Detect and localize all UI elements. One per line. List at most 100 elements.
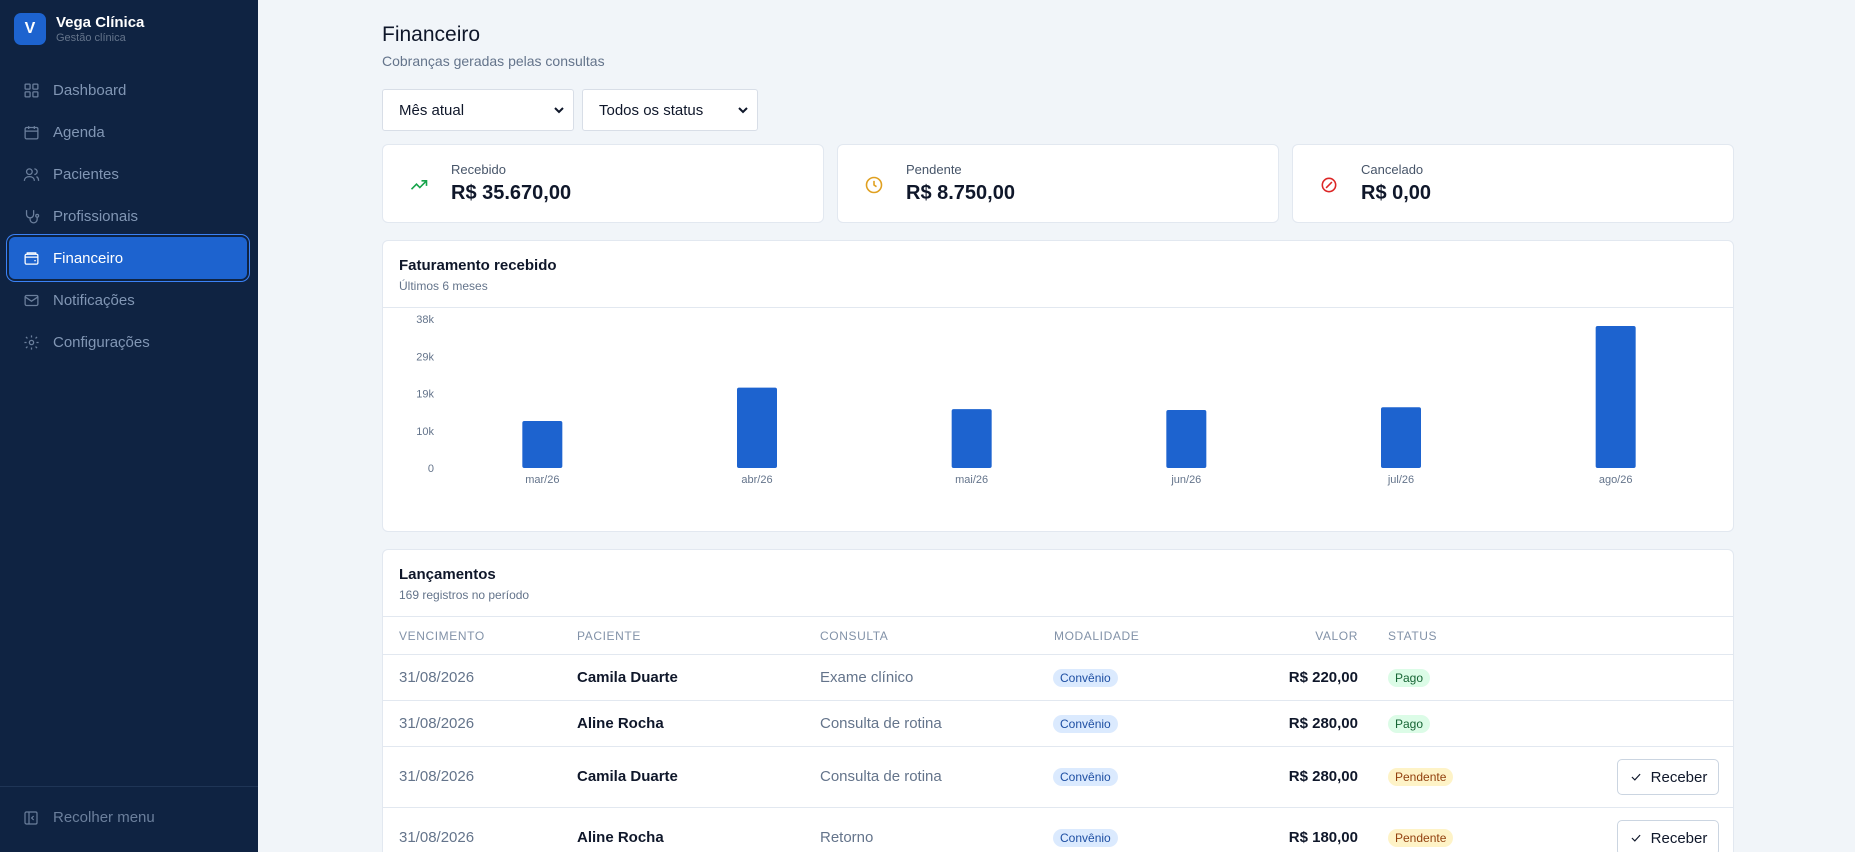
- bar-abr-26[interactable]: [737, 387, 777, 468]
- table-row[interactable]: 31/08/2026 Aline Rocha Consulta de rotin…: [383, 701, 1733, 747]
- sidebar-item-label: Profissionais: [53, 207, 139, 225]
- column-header-vencimento[interactable]: VENCIMENTO: [399, 629, 485, 643]
- cell-value: R$ 180,00: [1288, 829, 1358, 846]
- sidebar-item-configuracoes[interactable]: Configurações: [9, 321, 247, 363]
- column-header-consulta[interactable]: CONSULTA: [820, 629, 889, 643]
- bar-mar-26[interactable]: [522, 420, 563, 468]
- revenue-chart-card: Faturamento recebido Últimos 6 meses 38k…: [382, 240, 1734, 532]
- page-title: Financeiro: [382, 23, 481, 46]
- kpi-value: R$ 0,00: [1361, 182, 1432, 204]
- cell-date: 31/08/2026: [399, 829, 475, 846]
- sidebar-footer: Recolher menu: [0, 786, 258, 852]
- stethoscope-icon: [25, 209, 40, 224]
- receive-button-label: Receber: [1650, 768, 1708, 786]
- sidebar-item-financeiro[interactable]: Financeiro: [9, 237, 247, 279]
- grid-icon: [24, 82, 39, 98]
- brand-subtitle: Gestão clínica: [56, 31, 126, 44]
- collapse-menu-label: Recolher menu: [53, 809, 155, 826]
- clock-icon: [865, 176, 883, 194]
- x-tick-label: mar/26: [525, 474, 559, 486]
- y-tick-label: 0: [428, 463, 434, 475]
- column-header-status[interactable]: STATUS: [1388, 629, 1438, 643]
- kpi-value: R$ 8.750,00: [906, 182, 1015, 204]
- table-row[interactable]: 31/08/2026 Camila Duarte Consulta de rot…: [383, 747, 1733, 808]
- cell-patient: Aline Rocha: [577, 715, 664, 732]
- revenue-bar-chart: 38k 29k 19k 10k 0 mar/26 abr/26 mai/26 jun/26 jul…: [416, 314, 1636, 486]
- receive-button[interactable]: Receber: [1617, 820, 1719, 852]
- period-select[interactable]: Mês atual: [382, 89, 574, 131]
- status-select[interactable]: Todos os status: [582, 89, 758, 131]
- sidebar: V Vega Clínica Gestão clínica Dashboard …: [0, 0, 258, 852]
- status-badge: Pendente: [1388, 829, 1454, 847]
- brand[interactable]: V Vega Clínica Gestão clínica: [14, 13, 144, 45]
- x-tick-label: mai/26: [955, 474, 988, 486]
- mode-badge: Convênio: [1053, 669, 1118, 687]
- cell-date: 31/08/2026: [399, 715, 475, 732]
- status-select-value: Todos os status: [599, 101, 704, 119]
- column-header-valor[interactable]: VALOR: [1315, 629, 1358, 643]
- check-icon: [1631, 834, 1641, 842]
- cell-patient: Camila Duarte: [577, 768, 678, 785]
- column-header-paciente[interactable]: PACIENTE: [577, 629, 641, 643]
- kpi-pendente: Pendente R$ 8.750,00: [837, 144, 1279, 223]
- table-subtitle: 169 registros no período: [399, 588, 530, 602]
- sidebar-item-label: Financeiro: [53, 249, 124, 267]
- y-tick-label: 29k: [416, 351, 434, 363]
- table-row[interactable]: 31/08/2026 Aline Rocha Retorno Convênio …: [383, 808, 1733, 852]
- calendar-icon: [24, 125, 39, 140]
- kpi-label: Cancelado: [1361, 162, 1424, 177]
- collapse-menu-button[interactable]: Recolher menu: [23, 809, 155, 826]
- cell-patient: Aline Rocha: [577, 829, 664, 846]
- bar-ago-26[interactable]: [1595, 326, 1636, 468]
- x-tick-label: jul/26: [1387, 474, 1414, 486]
- chevron-down-icon: [738, 107, 748, 114]
- collapse-icon: [24, 810, 38, 825]
- sidebar-item-label: Pacientes: [53, 165, 119, 183]
- ban-icon: [1321, 177, 1337, 193]
- column-header-modalidade[interactable]: MODALIDADE: [1054, 629, 1140, 643]
- sidebar-item-agenda[interactable]: Agenda: [9, 111, 247, 153]
- sidebar-item-label: Configurações: [53, 333, 150, 351]
- cell-consult: Exame clínico: [820, 669, 914, 686]
- kpi-value: R$ 35.670,00: [451, 182, 572, 204]
- mode-badge: Convênio: [1053, 768, 1118, 786]
- cell-patient: Camila Duarte: [577, 669, 678, 686]
- bar-jul-26[interactable]: [1381, 407, 1421, 468]
- check-icon: [1631, 773, 1641, 781]
- x-tick-label: ago/26: [1599, 474, 1633, 486]
- chart-subtitle: Últimos 6 meses: [399, 279, 488, 293]
- y-tick-label: 10k: [416, 426, 434, 438]
- table-row[interactable]: 31/08/2026 Camila Duarte Exame clínico C…: [383, 655, 1733, 701]
- receive-button[interactable]: Receber: [1617, 759, 1719, 795]
- gear-icon: [24, 334, 39, 350]
- sidebar-item-label: Dashboard: [53, 81, 127, 99]
- cell-value: R$ 280,00: [1288, 715, 1358, 732]
- bar-jun-26[interactable]: [1166, 409, 1207, 468]
- y-tick-label: 38k: [416, 314, 434, 326]
- cell-consult: Retorno: [820, 829, 874, 846]
- trending-up-icon: [410, 180, 428, 190]
- kpi-cards: Recebido R$ 35.670,00 Pendente R$ 8.750,…: [382, 144, 1734, 223]
- transactions-card: Lançamentos 169 registros no período VEN…: [382, 549, 1734, 852]
- sidebar-item-dashboard[interactable]: Dashboard: [9, 69, 247, 111]
- table-header: VENCIMENTO PACIENTE CONSULTA MODALIDADE …: [383, 617, 1733, 655]
- sidebar-item-profissionais[interactable]: Profissionais: [9, 195, 247, 237]
- chart-title: Faturamento recebido: [399, 257, 557, 274]
- users-icon: [23, 167, 40, 181]
- cell-consult: Consulta de rotina: [820, 768, 942, 785]
- sidebar-item-notificacoes[interactable]: Notificações: [9, 279, 247, 321]
- page-subtitle: Cobranças geradas pelas consultas: [382, 53, 605, 69]
- sidebar-item-pacientes[interactable]: Pacientes: [9, 153, 247, 195]
- bar-mai-26[interactable]: [951, 409, 992, 468]
- cell-value: R$ 280,00: [1288, 768, 1358, 785]
- y-tick-label: 19k: [416, 389, 434, 401]
- brand-logo: V: [14, 13, 46, 45]
- status-badge: Pago: [1388, 715, 1431, 733]
- mode-badge: Convênio: [1053, 715, 1118, 733]
- mail-icon: [24, 294, 39, 306]
- wallet-icon: [24, 251, 39, 265]
- sidebar-item-label: Notificações: [53, 291, 135, 309]
- mode-badge: Convênio: [1053, 829, 1118, 847]
- kpi-label: Pendente: [906, 162, 962, 177]
- kpi-cancelado: Cancelado R$ 0,00: [1292, 144, 1734, 223]
